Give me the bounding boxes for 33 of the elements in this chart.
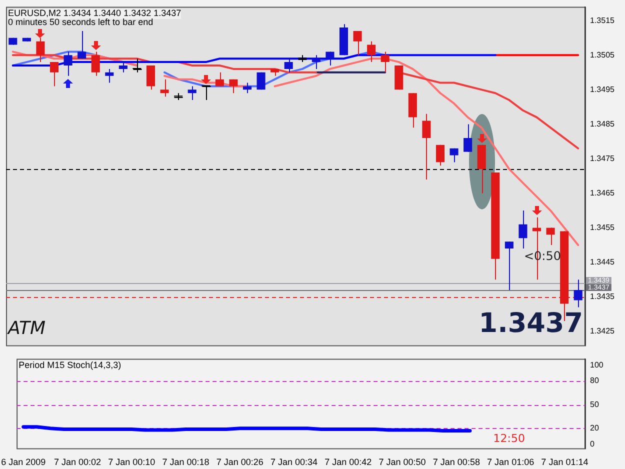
y-tick-label: 100 [590,360,604,370]
y-tick-label: 20 [590,424,600,433]
y-tick-label: 1.3445 [590,258,616,267]
x-tick-label: 7 Jan 00:18 [162,457,210,468]
x-tick-label: 7 Jan 01:14 [541,457,588,468]
y-tick-label: 1.3505 [590,50,616,60]
y-tick-label: 1.3435 [590,292,616,302]
x-tick-label: 7 Jan 00:34 [270,457,318,468]
y-tick-label: 0 [590,439,595,448]
y-tick-label: 1.3425 [590,326,616,336]
y-tick-label: 1.3455 [590,223,616,232]
annotation: 12:50 [493,432,525,446]
x-tick-label: 7 Jan 00:26 [216,457,264,468]
y-tick-label: 1.3495 [590,84,616,94]
y-tick-label: 80 [590,376,600,386]
text: 0 minutes 50 seconds left to bar end [8,16,154,28]
x-tick-label: 7 Jan 00:10 [108,457,156,468]
y-tick-label: 1.3465 [590,188,616,198]
x-tick-label: 7 Jan 00:02 [54,457,101,468]
annotation: 1.3437 [478,308,583,340]
x-tick-label: 7 Jan 00:50 [378,457,426,468]
chart-title: EURUSD,M2 1.3434 1.3440 1.3432 1.3437 [8,8,182,19]
y-tick-label: 1.3515 [590,16,616,25]
y-tick-label: 50 [590,400,600,409]
x-tick-label: 6 Jan 2009 [1,457,46,468]
x-tick-label: 7 Jan 01:06 [487,457,534,468]
annotation: ATM [8,318,46,340]
y-tick-label: 1.3475 [590,154,616,163]
x-tick-label: 7 Jan 00:42 [324,457,372,468]
y-tick-label: 1.3485 [590,119,616,128]
chart-title: Period M15 Stoch(14,3,3) [18,360,122,371]
x-tick-label: 7 Jan 00:58 [432,457,480,468]
candlestick [202,85,212,101]
